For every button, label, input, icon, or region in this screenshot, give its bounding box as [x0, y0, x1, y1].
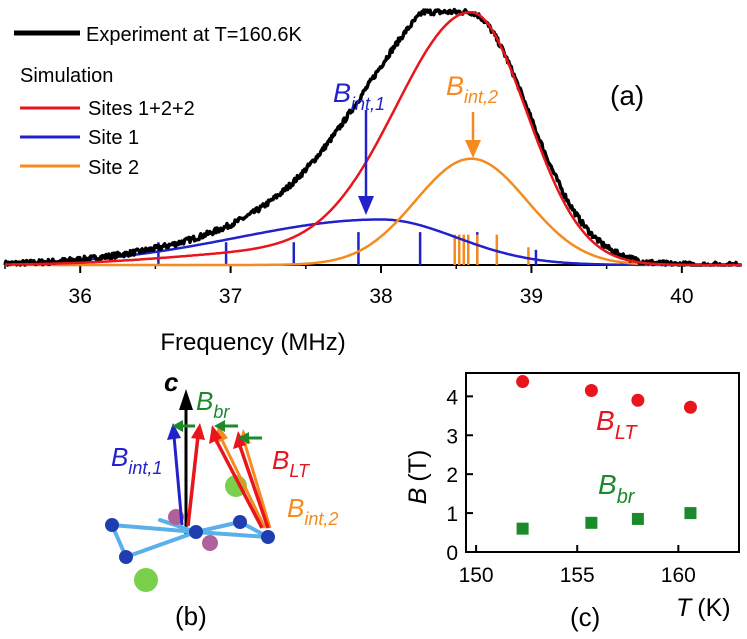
legend-site1-label: Site 1	[88, 127, 139, 149]
panel-c-points	[516, 375, 697, 535]
vector-set-right	[209, 420, 272, 529]
vector-b-int2-b	[243, 443, 272, 529]
panel-b-label: (b)	[175, 601, 207, 631]
vector-b-lt-left	[186, 435, 200, 527]
vector-b-int1	[172, 435, 184, 526]
panel-c-y-axis-title: B(T)	[404, 450, 432, 505]
vector-b-br-left-head	[172, 420, 183, 432]
x-tick-label: 40	[670, 285, 693, 308]
y-tick-label: 1	[446, 503, 458, 526]
series-site-2-curve	[5, 157, 742, 267]
y-tick-label: 2	[446, 464, 458, 487]
label-series-b-lt: BLT	[596, 405, 638, 444]
label-series-b-br: Bbr	[598, 469, 636, 508]
panel-c-scatter: 150 155 160 0 1 2 3 4 B(T) T (K) BLT Bbr (c)	[404, 372, 740, 632]
legend-experiment-label: Experiment at T=160.6K	[86, 24, 303, 46]
atom-blue	[105, 518, 119, 532]
panel-b-structure: c	[105, 367, 338, 631]
legend-site2-label: Site 2	[88, 157, 139, 179]
arrow-b-int1-head	[358, 196, 374, 215]
c-axis-label: c	[164, 367, 179, 397]
y-tick-label: 3	[446, 425, 458, 448]
x-tick-label: 39	[520, 285, 543, 308]
panel-a-x-axis-title: Frequency (MHz)	[160, 329, 345, 356]
point-b-lt	[584, 384, 598, 398]
bond	[194, 520, 242, 534]
vector-set-left	[167, 420, 205, 527]
y-tick-label: 4	[446, 386, 458, 409]
point-b-br	[585, 516, 598, 529]
x-tick-label: 155	[560, 564, 595, 587]
x-tick-label: 36	[69, 285, 92, 308]
panel-a-x-ticks: 36 37 38 39 40	[4, 265, 694, 308]
point-b-lt	[516, 375, 530, 389]
vector-b-lt-right-b-head	[233, 431, 246, 449]
y-tick-label: 0	[446, 542, 458, 565]
panel-c-ticks: 150 155 160 0 1 2 3 4	[446, 386, 696, 587]
atom-blue	[261, 530, 275, 544]
bond	[110, 523, 198, 534]
bond	[194, 530, 270, 539]
vector-b-lt-right-a-head	[209, 425, 222, 444]
panel-a-stick-lines	[157, 232, 538, 265]
vector-b-int2-a	[220, 439, 267, 529]
point-b-lt	[631, 393, 645, 407]
series-sites-sum-curve	[5, 11, 742, 267]
arrow-b-int2-head	[465, 140, 481, 158]
label-b-lt: BLT	[272, 445, 311, 481]
series-experiment-curve	[3, 7, 743, 267]
legend-simulation-header: Simulation	[20, 65, 113, 87]
annotation-b-int1: Bint,1	[333, 78, 385, 114]
atom-blue	[233, 515, 247, 529]
atom-pink	[202, 535, 218, 551]
point-b-br	[631, 512, 644, 525]
x-tick-label: 160	[661, 564, 696, 587]
annotation-b-int2: Bint,2	[446, 71, 498, 107]
point-b-br	[684, 507, 697, 520]
label-b-br: Bbr	[196, 386, 230, 422]
vector-b-br-right-a-head	[214, 420, 225, 432]
vector-b-lt-left-head	[191, 423, 205, 440]
x-tick-label: 38	[369, 285, 392, 308]
panel-a-label: (a)	[610, 80, 644, 111]
legend-sum-label: Sites 1+2+2	[88, 98, 195, 120]
vector-b-int1-head	[167, 423, 181, 440]
atom-green	[134, 568, 158, 592]
panel-c-x-axis-title: T (K)	[676, 594, 731, 622]
atom-blue	[189, 525, 203, 539]
panel-c-frame	[465, 372, 740, 553]
vector-b-br-right-b-head	[238, 432, 249, 444]
point-b-br	[516, 522, 529, 535]
panel-a-spectrum: 36 37 38 39 40 Frequency (MHz) Experiment at…	[3, 7, 743, 356]
vector-b-lt-right-a	[214, 439, 264, 529]
label-b-int2: Bint,2	[287, 493, 338, 529]
x-tick-label: 37	[219, 285, 242, 308]
point-b-lt	[683, 400, 697, 414]
panel-c-label: (c)	[570, 602, 600, 632]
c-axis-arrow-head	[179, 389, 193, 410]
x-tick-label: 150	[459, 564, 494, 587]
atom-blue	[119, 550, 133, 564]
bond	[124, 530, 198, 559]
vector-b-lt-right-b	[238, 445, 270, 529]
label-b-int1: Bint,1	[111, 442, 162, 478]
